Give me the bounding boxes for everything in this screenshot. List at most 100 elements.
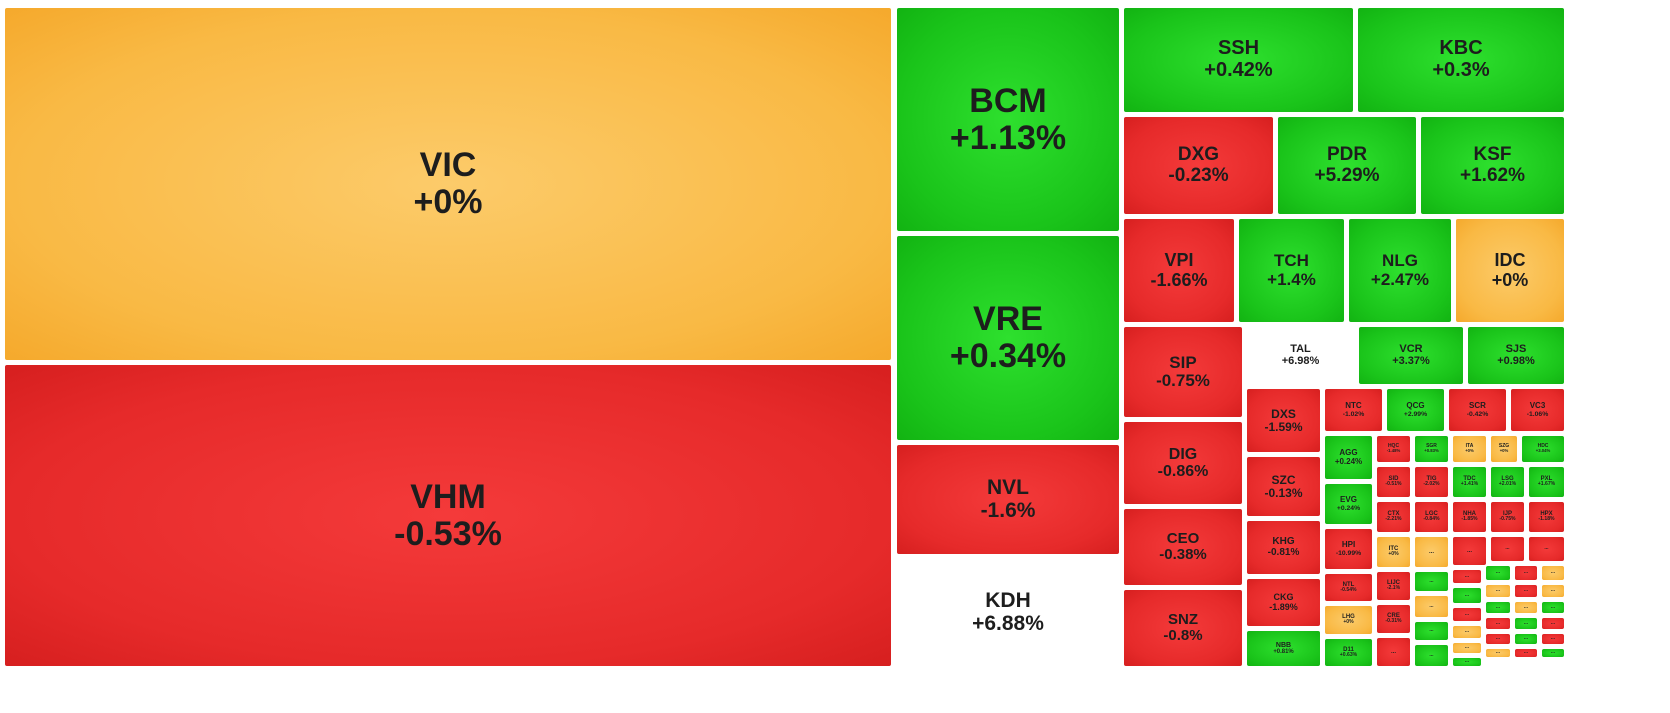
treemap-tile[interactable]: ...	[1485, 584, 1511, 598]
treemap-tile[interactable]: DIG -0.86%	[1123, 421, 1243, 505]
treemap-tile[interactable]: NBB +0.81%	[1246, 630, 1321, 667]
treemap-tile[interactable]: ITC +0%	[1376, 536, 1411, 568]
treemap-tile[interactable]: TDC +1.41%	[1452, 466, 1487, 498]
tile-change: -10.99%	[1335, 549, 1362, 557]
tile-change: -0.86%	[1157, 463, 1209, 480]
treemap-tile[interactable]: PDR +5.29%	[1277, 116, 1417, 215]
treemap-tile[interactable]: HPI -10.99%	[1324, 528, 1373, 570]
treemap-tile[interactable]: IJP -0.75%	[1490, 501, 1525, 533]
treemap-tile[interactable]: ...	[1452, 657, 1482, 667]
treemap-tile[interactable]: ...	[1514, 584, 1538, 598]
tile-symbol: ...	[1523, 603, 1529, 610]
treemap-tile[interactable]: SNZ -0.8%	[1123, 589, 1243, 667]
treemap-tile[interactable]: ...	[1452, 607, 1482, 622]
treemap-tile[interactable]: ...	[1514, 648, 1538, 658]
treemap-tile[interactable]: ...	[1452, 536, 1487, 566]
tile-symbol: ITA	[1465, 443, 1474, 450]
treemap-tile[interactable]: SGR +0.83%	[1414, 435, 1449, 463]
treemap-tile[interactable]: ...	[1541, 601, 1565, 614]
treemap-tile[interactable]: ...	[1528, 536, 1565, 562]
treemap-tile[interactable]: ...	[1514, 565, 1538, 581]
treemap-tile[interactable]: ITA +0%	[1452, 435, 1487, 463]
treemap-tile[interactable]: VRE +0.34%	[896, 235, 1120, 441]
treemap-tile[interactable]: CKG -1.89%	[1246, 578, 1321, 627]
treemap-tile[interactable]: ...	[1514, 601, 1538, 614]
tile-change: +2.47%	[1370, 269, 1430, 289]
tile-symbol: ...	[1523, 569, 1529, 576]
tile-symbol: ...	[1464, 644, 1470, 651]
treemap-tile[interactable]: NHA -1.85%	[1452, 501, 1487, 533]
tile-symbol: VCR	[1399, 342, 1423, 355]
treemap-tile[interactable]: ...	[1485, 648, 1511, 658]
treemap-tile[interactable]: ...	[1485, 565, 1511, 581]
treemap-tile[interactable]: SJS +0.98%	[1467, 326, 1565, 385]
treemap-tile[interactable]: ...	[1452, 625, 1482, 639]
treemap-tile[interactable]: CRE -0.31%	[1376, 604, 1411, 634]
treemap-tile[interactable]: LHG +0%	[1324, 605, 1373, 635]
treemap-tile[interactable]: ...	[1541, 633, 1565, 645]
treemap-tile[interactable]: CEO -0.38%	[1123, 508, 1243, 586]
treemap-tile[interactable]: CTX -2.21%	[1376, 501, 1411, 533]
treemap-tile[interactable]: LGC -0.84%	[1414, 501, 1449, 533]
treemap-tile[interactable]: ...	[1541, 617, 1565, 630]
treemap-tile[interactable]: HPX -1.18%	[1528, 501, 1565, 533]
treemap-tile[interactable]: VCR +3.37%	[1358, 326, 1464, 385]
treemap-tile[interactable]: ...	[1541, 584, 1565, 598]
treemap-tile[interactable]: ...	[1514, 617, 1538, 630]
treemap-tile[interactable]: KSF +1.62%	[1420, 116, 1565, 215]
treemap-tile[interactable]: NLG +2.47%	[1348, 218, 1452, 323]
treemap-tile[interactable]: VHM -0.53%	[4, 364, 892, 667]
treemap-tile[interactable]: ...	[1514, 633, 1538, 645]
treemap-tile[interactable]: PXL +1.67%	[1528, 466, 1565, 498]
treemap-tile[interactable]: ...	[1485, 617, 1511, 630]
treemap-tile[interactable]: NTL -0.54%	[1324, 573, 1373, 602]
treemap-tile[interactable]: SID -0.51%	[1376, 466, 1411, 498]
treemap-tile[interactable]: ...	[1485, 633, 1511, 645]
treemap-tile[interactable]: ...	[1414, 536, 1449, 568]
tile-change: -0.13%	[1264, 485, 1303, 500]
treemap-tile[interactable]: TCH +1.4%	[1238, 218, 1345, 323]
treemap-tile[interactable]: LIJC -2.1%	[1376, 571, 1411, 601]
treemap-tile[interactable]: VIC +0%	[4, 7, 892, 361]
treemap-tile[interactable]: QCG +2.99%	[1386, 388, 1445, 432]
treemap-tile[interactable]: ...	[1376, 637, 1411, 667]
treemap-tile[interactable]: SZC -0.13%	[1246, 456, 1321, 517]
treemap-tile[interactable]: LSG +2.01%	[1490, 466, 1525, 498]
treemap-tile[interactable]: ...	[1414, 595, 1449, 618]
treemap-tile[interactable]: TIG -2.02%	[1414, 466, 1449, 498]
treemap-tile[interactable]: BCM +1.13%	[896, 7, 1120, 232]
treemap-tile[interactable]: VPI -1.66%	[1123, 218, 1235, 323]
treemap-tile[interactable]: ...	[1485, 601, 1511, 614]
tile-symbol: ...	[1464, 628, 1470, 635]
treemap-tile[interactable]: NTC -1.02%	[1324, 388, 1383, 432]
treemap-tile[interactable]: ...	[1490, 536, 1525, 562]
treemap-tile[interactable]: SIP -0.75%	[1123, 326, 1243, 418]
treemap-tile[interactable]: NVL -1.6%	[896, 444, 1120, 555]
treemap-tile[interactable]: ...	[1414, 571, 1449, 592]
treemap-tile[interactable]: KHG -0.81%	[1246, 520, 1321, 575]
treemap-tile[interactable]: VC3 -1.06%	[1510, 388, 1565, 432]
tile-symbol: ...	[1495, 569, 1501, 576]
treemap-tile[interactable]: TAL +6.98%	[1246, 326, 1355, 385]
treemap-tile[interactable]: DXS -1.59%	[1246, 388, 1321, 453]
treemap-tile[interactable]: ...	[1452, 642, 1482, 654]
treemap-tile[interactable]: KDH +6.88%	[896, 558, 1120, 667]
treemap-tile[interactable]: IDC +0%	[1455, 218, 1565, 323]
treemap-tile[interactable]: ...	[1414, 644, 1449, 667]
treemap-tile[interactable]: AGG +0.24%	[1324, 435, 1373, 480]
tile-change: +1.67%	[1537, 481, 1556, 488]
treemap-tile[interactable]: ...	[1452, 569, 1482, 584]
treemap-tile[interactable]: HDC +3.04%	[1521, 435, 1565, 463]
treemap-tile[interactable]: HQC -1.48%	[1376, 435, 1411, 463]
treemap-tile[interactable]: DXG -0.23%	[1123, 116, 1274, 215]
treemap-tile[interactable]: EVG +0.24%	[1324, 483, 1373, 525]
treemap-tile[interactable]: ...	[1414, 621, 1449, 641]
treemap-tile[interactable]: SCR -0.42%	[1448, 388, 1507, 432]
treemap-tile[interactable]: ...	[1452, 587, 1482, 604]
treemap-tile[interactable]: ...	[1541, 648, 1565, 658]
treemap-tile[interactable]: SSH +0.42%	[1123, 7, 1354, 113]
treemap-tile[interactable]: KBC +0.3%	[1357, 7, 1565, 113]
treemap-tile[interactable]: D11 +0.63%	[1324, 638, 1373, 667]
treemap-tile[interactable]: SZG +0%	[1490, 435, 1518, 463]
treemap-tile[interactable]: ...	[1541, 565, 1565, 581]
